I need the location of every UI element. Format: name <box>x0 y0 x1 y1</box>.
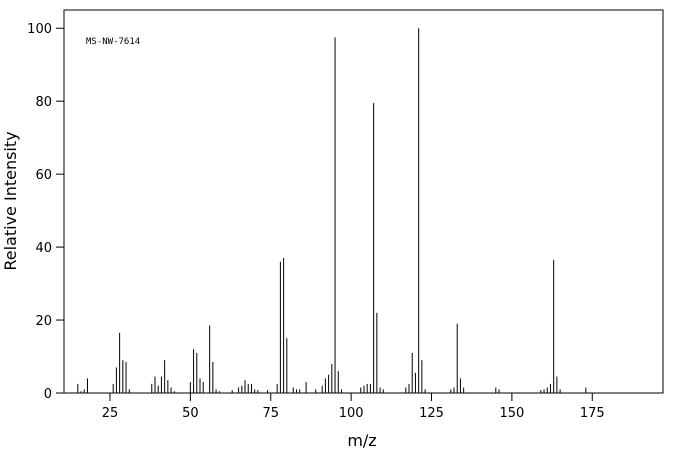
y-tick-label: 80 <box>35 95 52 110</box>
x-tick-label: 100 <box>339 406 364 421</box>
x-tick-label: 25 <box>102 406 119 421</box>
x-tick-label: 75 <box>262 406 279 421</box>
y-tick-label: 60 <box>35 168 52 183</box>
annotation: MS-NW-7614 <box>86 37 140 47</box>
y-tick-label: 40 <box>35 241 52 256</box>
y-axis-label: Relative Intensity <box>1 131 20 270</box>
y-tick-label: 0 <box>44 387 52 402</box>
plot-frame <box>63 9 664 394</box>
x-tick-label: 175 <box>580 406 605 421</box>
y-tick-label: 20 <box>35 314 52 329</box>
x-tick-label: 150 <box>499 406 524 421</box>
x-tick-label: 125 <box>419 406 444 421</box>
y-tick-label: 100 <box>27 22 52 37</box>
x-axis-label: m/z <box>347 431 376 450</box>
x-tick-label: 50 <box>182 406 199 421</box>
